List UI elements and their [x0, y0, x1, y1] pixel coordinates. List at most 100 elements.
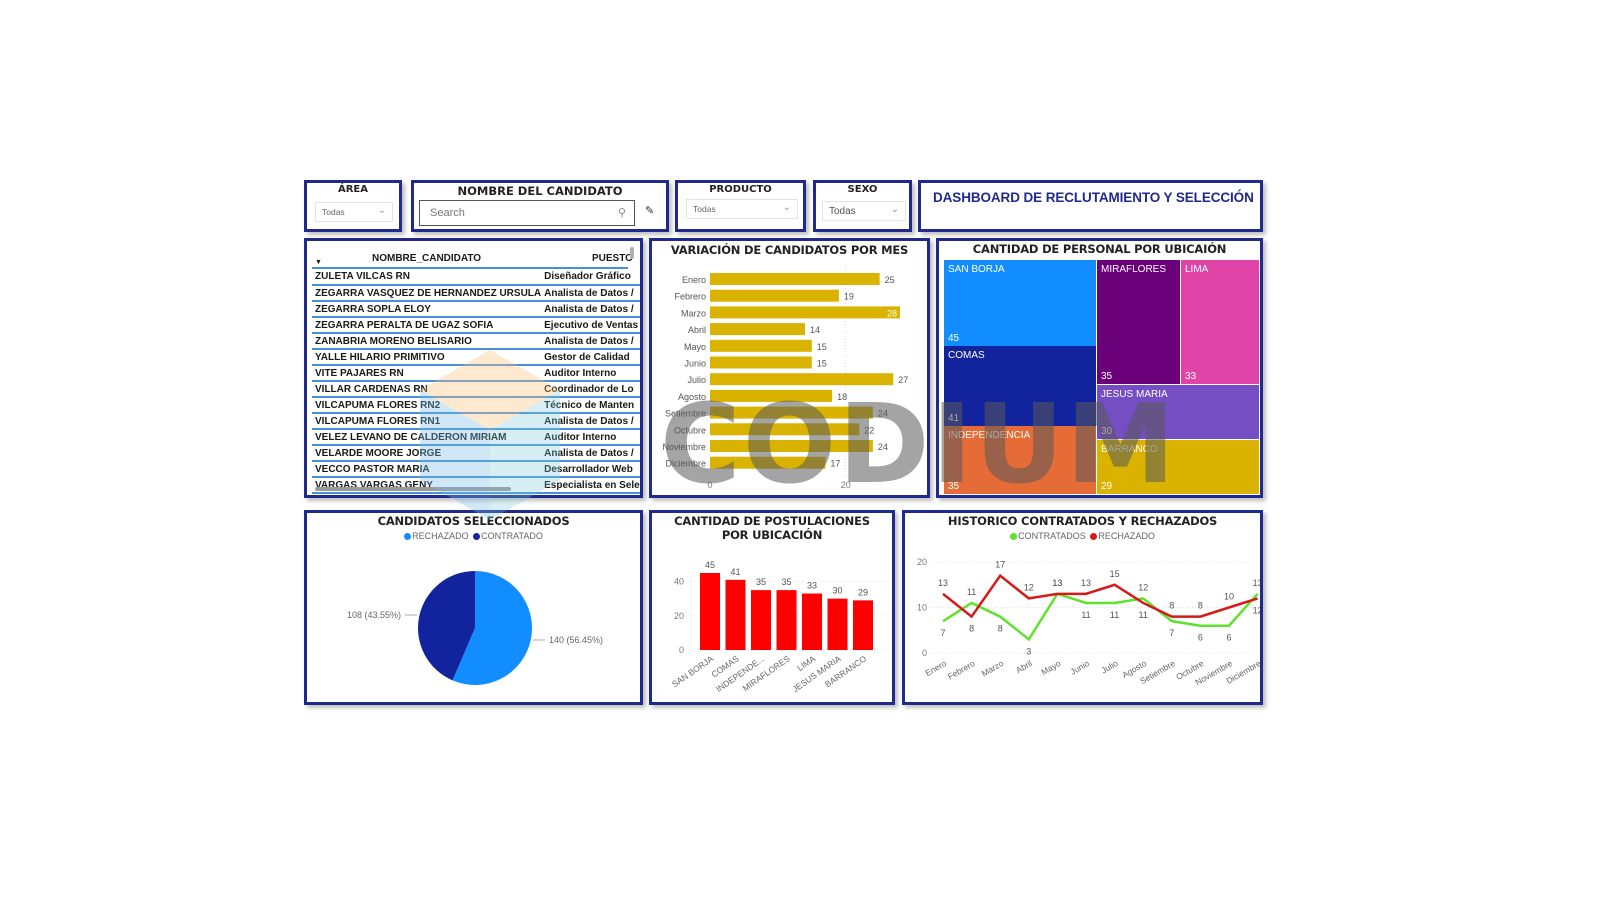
tile-label: MIRAFLORES [1101, 264, 1167, 275]
producto-slicer-title: PRODUCTO [709, 184, 772, 195]
treemap-tile[interactable]: SAN BORJA 45 [944, 260, 1096, 346]
treemap-tile[interactable]: MIRAFLORES 35 [1097, 260, 1180, 384]
month-bar[interactable] [710, 456, 826, 469]
month-label: Junio [684, 359, 706, 369]
month-label: Febrero [674, 292, 706, 302]
pie-slice[interactable] [452, 571, 532, 685]
month-bar[interactable] [710, 323, 805, 336]
vertical-scrollbar[interactable] [630, 247, 634, 259]
area-dropdown-value: Todas [322, 207, 345, 217]
legend-rechazado[interactable]: RECHAZADO [412, 531, 469, 541]
bar-value: 14 [810, 325, 820, 335]
month-bar[interactable] [710, 339, 812, 352]
eraser-icon[interactable]: ✎ [645, 205, 655, 217]
cell-nombre: VECCO PASTOR MARIA [312, 461, 542, 478]
treemap-tile[interactable]: BARRANCO 29 [1097, 440, 1259, 494]
cell-nombre: VITE PAJARES RN [312, 365, 542, 382]
legend-rechazado[interactable]: RECHAZADO [1098, 531, 1155, 541]
month-bar[interactable] [710, 289, 839, 302]
cell-puesto: Auditor Interno [541, 365, 640, 382]
treemap-tile[interactable]: COMAS 41 [944, 346, 1096, 426]
producto-dropdown[interactable]: Todas ⌄ [686, 199, 798, 219]
sort-descending-icon[interactable]: ▼ [315, 259, 322, 266]
pie-title: CANDIDATOS SELECCIONADOS [377, 514, 570, 528]
cell-puesto: Especialista en Sele [541, 477, 640, 494]
table-row[interactable]: ZEGARRA VASQUEZ DE HERNANDEZ URSULA Anali… [312, 285, 640, 302]
month-label: Marzo [980, 658, 1006, 679]
table-row[interactable]: VILCAPUMA FLORES RN1 Analista de Datos / [312, 413, 640, 430]
tile-label: INDEPENDENCIA [948, 430, 1031, 441]
location-bar[interactable] [802, 593, 822, 650]
cell-puesto: Desarrollador Web [541, 461, 640, 478]
point-label: 8 [1169, 601, 1174, 611]
bar-value: 30 [832, 586, 842, 596]
location-bar[interactable] [776, 590, 797, 650]
location-bar[interactable] [725, 579, 746, 650]
sexo-dropdown[interactable]: Todas ⌄ [822, 201, 906, 221]
tile-value: 35 [1101, 371, 1113, 382]
tile-value: 33 [1185, 371, 1197, 382]
bar-value: 15 [817, 359, 827, 369]
month-bar[interactable] [710, 440, 873, 452]
treemap-tile[interactable]: INDEPENDENCIA 35 [944, 426, 1096, 494]
line-title: HISTORICO CONTRATADOS Y RECHAZADOS [947, 514, 1218, 528]
bar-value: 33 [807, 581, 817, 591]
location-bar[interactable] [751, 590, 771, 650]
month-bar[interactable] [710, 389, 833, 402]
cell-nombre: VILCAPUMA FLORES RN1 [312, 413, 542, 430]
month-bar[interactable] [710, 406, 873, 419]
month-label: Julio [1099, 658, 1119, 676]
column-header-puesto[interactable]: PUESTO [592, 253, 633, 264]
tile-value: 30 [1101, 426, 1113, 437]
history-line-chart: HISTORICO CONTRATADOS Y RECHAZADOS CONTR… [902, 510, 1263, 705]
tile-value: 29 [1101, 481, 1113, 492]
table-row[interactable]: VELARDE MOORE JORGE Analista de Datos / [312, 445, 640, 462]
table-row[interactable]: VECCO PASTOR MARIA Desarrollador Web [312, 461, 640, 478]
sexo-dropdown-value: Todas [829, 206, 856, 217]
column-header-nombre[interactable]: NOMBRE_CANDIDATO [372, 253, 482, 264]
month-bar[interactable] [710, 373, 894, 386]
table-row[interactable]: ZANABRIA MORENO BELISARIO Analista de Dat… [312, 333, 640, 350]
table-row[interactable]: VELEZ LEVANO DE CALDERON MIRIAM Auditor I… [312, 429, 640, 446]
point-label: 11 [1081, 610, 1090, 620]
candidate-name-title: NOMBRE DEL CANDIDATO [457, 184, 623, 198]
month-bar[interactable] [710, 306, 900, 319]
bar-value: 45 [705, 560, 715, 570]
table-row[interactable]: VITE PAJARES RN Auditor Interno [312, 365, 640, 382]
svg-text:20: 20 [841, 480, 851, 490]
bar-value: 27 [898, 375, 908, 385]
cell-nombre: VILCAPUMA FLORES RN2 [312, 397, 542, 414]
location-bar[interactable] [700, 573, 720, 650]
cell-puesto: Coordinador de Lo [541, 381, 640, 398]
legend-contratado[interactable]: CONTRATADO [481, 531, 543, 541]
pie-slice[interactable] [418, 571, 475, 681]
location-bar[interactable] [827, 598, 848, 650]
location-bar[interactable] [853, 600, 873, 650]
line-plot: 0 10 20 7 13 Enero 11 8 Febrero 8 17 Marzo 3 12 Abril 1… [917, 557, 1260, 687]
point-label: 6 [1198, 633, 1203, 643]
search-placeholder: Search [430, 207, 465, 219]
treemap-tile[interactable]: LIMA 33 [1181, 260, 1259, 384]
line-series-rechazado[interactable] [942, 573, 1258, 619]
chevron-down-icon: ⌄ [890, 204, 899, 215]
month-bar[interactable] [710, 273, 880, 285]
monthly-variation-title: VARIACIÓN DE CANDIDATOS POR MES [670, 243, 909, 257]
table-row[interactable]: ZEGARRA PERALTA DE UGAZ SOFIA Ejecutivo d… [312, 317, 640, 334]
table-row[interactable]: ZEGARRA SOPLA ELOY Analista de Datos / [312, 301, 640, 318]
table-row[interactable]: VILLAR CARDENAS RN Coordinador de Lo [312, 381, 640, 398]
horizontal-scrollbar[interactable] [315, 487, 511, 491]
table-row[interactable]: VILCAPUMA FLORES RN2 Técnico de Manten [312, 397, 640, 414]
month-bar[interactable] [710, 356, 812, 369]
candidate-search-input[interactable]: Search ⚲ [419, 200, 635, 226]
line-series-contratados[interactable] [942, 592, 1259, 642]
treemap-tile[interactable]: JESUS MARIA 30 [1097, 385, 1259, 439]
legend-contratados[interactable]: CONTRATADOS [1018, 531, 1086, 541]
point-label: 6 [1226, 633, 1231, 643]
month-label: Mayo [684, 342, 706, 352]
month-label: Mayo [1039, 658, 1062, 677]
table-row[interactable]: ZULETA VILCAS RN Diseñador Gráfico [312, 269, 640, 286]
cell-puesto: Analista de Datos / [541, 445, 640, 462]
area-dropdown[interactable]: Todas ⌄ [315, 202, 393, 222]
table-row[interactable]: YALLE HILARIO PRIMITIVO Gestor de Calidad [312, 349, 640, 366]
month-bar[interactable] [710, 423, 860, 436]
